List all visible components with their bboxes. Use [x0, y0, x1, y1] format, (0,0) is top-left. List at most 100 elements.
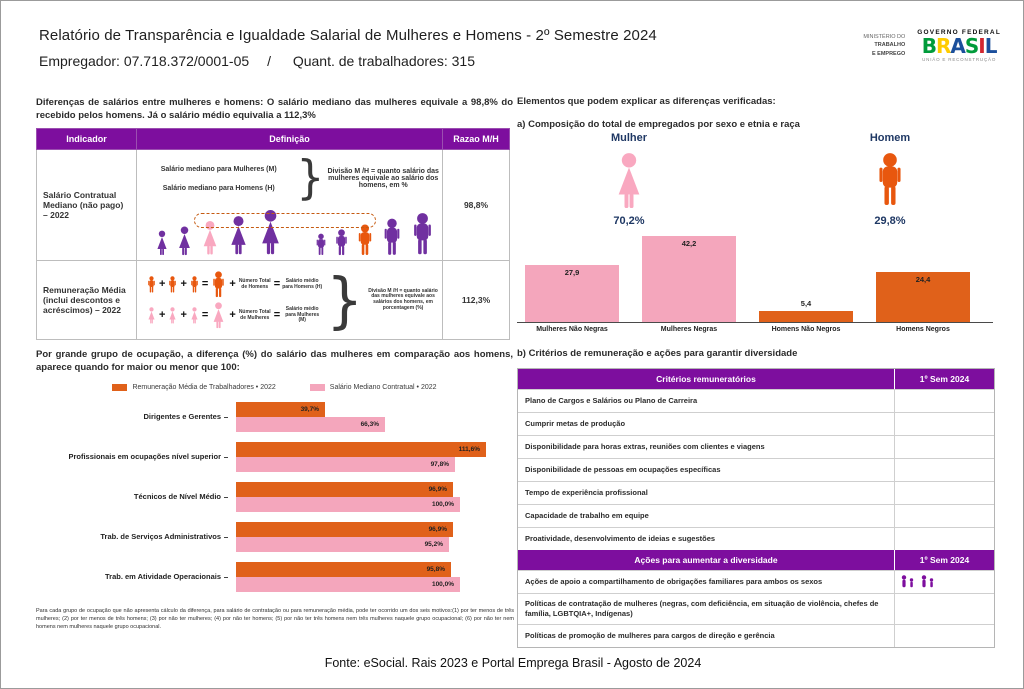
header-period: 1º Sem 2024	[894, 549, 994, 570]
bar-value-label: 100,0%	[431, 581, 454, 589]
criteria-label: Disponibilidade para horas extras, reuni…	[525, 442, 765, 452]
header-label: Ações para aumentar a diversidade	[634, 554, 778, 565]
ratio-value: 98,8%	[442, 149, 510, 261]
gov-top-label: GOVERNO FEDERAL	[917, 29, 1001, 36]
man-icon	[358, 224, 372, 255]
indicator-table: Indicador Definição Razao M/H Salário Co…	[36, 128, 510, 340]
employer-value: Empregador: 07.718.372/0001-05	[39, 53, 250, 69]
composition-section: Elementos que podem explicar as diferenç…	[517, 96, 995, 346]
average-label: Salário médio para Homens (H)	[282, 277, 323, 290]
criteria-value	[894, 458, 994, 481]
occupation-bar	[236, 522, 453, 538]
plus-sign: +	[229, 278, 236, 290]
brasil-letter: R	[936, 34, 951, 58]
legend-item: Salário Mediano Contratual • 2022	[309, 384, 437, 392]
man-label: Homem	[869, 132, 911, 144]
bar-value-label: 100,0%	[431, 501, 454, 509]
salary-diff-intro: Diferenças de salários entre mulheres e …	[36, 97, 513, 122]
indicator-name: Remuneração Média (inclui descontos e ac…	[36, 260, 137, 340]
criteria-row: Proatividade, desenvolvimento de ideias …	[518, 526, 994, 550]
col-indicador: Indicador	[36, 128, 137, 150]
brasil-letter: L	[984, 34, 998, 58]
criteria-value	[894, 504, 994, 527]
occupation-bar	[236, 417, 385, 433]
page-title: Relatório de Transparência e Igualdade S…	[39, 27, 657, 44]
criteria-label: Proatividade, desenvolvimento de ideias …	[525, 534, 716, 544]
bar-value-label: 66,3%	[360, 421, 379, 429]
table-row-media: Remuneração Média (inclui descontos e ac…	[36, 260, 510, 340]
woman-icon-wrap	[553, 152, 705, 210]
ratio-value: 112,3%	[442, 260, 510, 340]
bar-value-label: 39,7%	[300, 406, 319, 414]
composition-cat-labels: Mulheres Não Negras Mulheres Negras Homens…	[517, 324, 993, 336]
man-icon	[336, 229, 347, 256]
plus-sign: +	[159, 278, 166, 290]
criteria-row: Disponibilidade para horas extras, reuni…	[518, 434, 994, 458]
header-period: 1º Sem 2024	[894, 368, 994, 389]
composition-bar	[876, 272, 970, 322]
equals-sign: =	[201, 309, 209, 321]
ministry-logo: MINISTÉRIO DO TRABALHO E EMPREGO	[863, 33, 905, 58]
axis-tick	[224, 496, 228, 498]
bar-value-label: 111,6%	[458, 446, 480, 454]
report-header: Relatório de Transparência e Igualdade S…	[39, 27, 819, 69]
ministry-line-2: TRABALHO	[874, 42, 906, 49]
table-row-mediano: Salário Contratual Mediano (não pago) – …	[36, 149, 510, 261]
gov-sub-label: UNIÃO E RECONSTRUÇÃO	[922, 57, 997, 62]
man-icon-wrap	[814, 152, 966, 207]
legend-swatch	[309, 384, 325, 392]
bar-value-label: 96,9%	[428, 526, 447, 534]
criteria-row: Políticas de promoção de mulheres para c…	[518, 623, 994, 647]
workers-count: Quant. de trabalhadores: 315	[292, 53, 475, 69]
definition-cell: + + = + Número Total de Homens = Salário médio…	[136, 260, 443, 340]
bar-value-label: 27,9	[564, 268, 580, 277]
ministry-line-1: MINISTÉRIO DO	[863, 34, 906, 41]
ministry-line-3: E EMPREGO	[871, 50, 906, 57]
criteria-heading: b) Critérios de remuneração e ações para…	[517, 348, 798, 359]
brasil-wordmark-icon: BRASIL	[917, 36, 1001, 56]
criteria-row: Ações de apoio a compartilhamento de obr…	[518, 569, 994, 593]
occupation-heading: Por grande grupo de ocupação, a diferenç…	[36, 349, 513, 374]
woman-icon	[262, 210, 279, 255]
family-support-icon	[921, 575, 934, 588]
criteria-value	[894, 389, 994, 412]
occupation-label: Profissionais em ocupações nível superio…	[36, 444, 228, 470]
criteria-label: Políticas de contratação de mulheres (ne…	[525, 599, 879, 618]
axis-tick	[224, 416, 228, 418]
man-icon	[316, 233, 326, 255]
occupation-bar	[236, 537, 449, 553]
criteria-value	[894, 435, 994, 458]
axis-tick	[224, 576, 228, 578]
criteria-label: Políticas de promoção de mulheres para c…	[525, 631, 775, 641]
occupation-bar	[236, 457, 455, 473]
woman-icon	[618, 153, 640, 208]
criteria-row: Tempo de experiência profissional	[518, 480, 994, 504]
women-average-diagram: + + = + Número Total de Mulheres = Salário méd…	[146, 302, 322, 329]
criteria-value	[894, 624, 994, 647]
woman-icon	[157, 230, 167, 255]
occupation-label: Dirigentes e Gerentes	[36, 404, 228, 430]
brasil-letter: B	[921, 34, 937, 58]
indicator-name: Salário Contratual Mediano (não pago) – …	[36, 149, 137, 261]
man-icon	[191, 276, 198, 293]
col-definicao: Definição	[136, 128, 443, 150]
plus-sign: +	[180, 278, 187, 290]
criteria-value	[894, 593, 994, 624]
equals-sign: =	[273, 309, 281, 321]
occupation-bar	[236, 482, 453, 498]
composition-bar	[759, 311, 853, 322]
man-icon	[169, 276, 177, 293]
man-block: Homem 29,8%	[814, 132, 966, 227]
median-women-label: Salário mediano para Mulheres (M)	[160, 165, 277, 173]
category-label: Homens Negros	[896, 326, 950, 333]
brasil-letter: I	[978, 34, 986, 58]
occupation-bar	[236, 402, 325, 418]
criteria-row: Plano de Cargos e Salários ou Plano de C…	[518, 388, 994, 412]
occupation-bar	[236, 577, 460, 593]
woman-icon	[213, 302, 224, 329]
elements-heading: Elementos que podem explicar as diferenç…	[517, 96, 776, 107]
composition-bar	[642, 236, 736, 322]
criteria-table-header: Critérios remuneratórios 1º Sem 2024	[518, 368, 994, 389]
legend-swatch	[112, 384, 128, 392]
